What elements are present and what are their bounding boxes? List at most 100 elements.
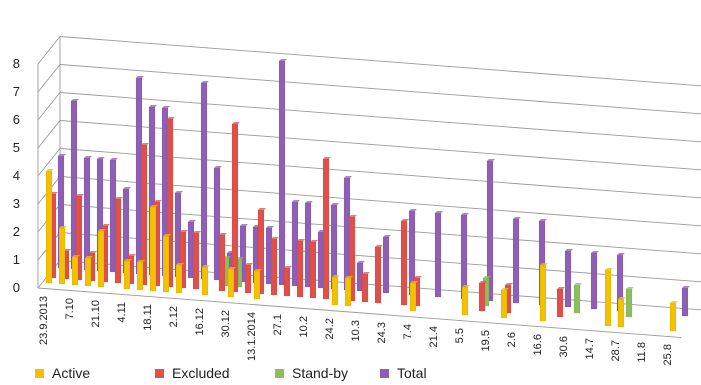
legend-label: Total xyxy=(397,365,427,381)
bars-layer xyxy=(45,59,690,332)
bar-excluded xyxy=(322,158,330,300)
bar-excluded xyxy=(114,198,122,284)
bar-cap xyxy=(76,194,84,197)
bar-excluded xyxy=(270,238,278,296)
legend-entry: Active xyxy=(35,365,90,381)
bar-total xyxy=(681,287,689,317)
x-tick-label: 4.11 xyxy=(116,302,128,323)
x-tick-label: 10.2 xyxy=(298,316,310,337)
x-tick-label: 30.6 xyxy=(558,336,570,357)
x-tick-label: 16.6 xyxy=(532,334,544,355)
legend-entry: Total xyxy=(380,365,427,381)
bar-active xyxy=(604,269,612,327)
y-tick-label: 0 xyxy=(13,280,20,295)
x-tick-label: 28.7 xyxy=(610,340,622,361)
bar-active xyxy=(409,282,417,312)
bar-cap xyxy=(487,159,495,162)
bar-active xyxy=(201,266,209,296)
bar-cap xyxy=(539,219,547,222)
bar-cap xyxy=(670,301,678,304)
bar-active xyxy=(461,286,469,316)
bar-cap xyxy=(271,237,279,240)
gridline xyxy=(59,148,701,199)
x-tick-label: 18.11 xyxy=(142,304,154,331)
bar-cap xyxy=(279,59,287,62)
bar-total xyxy=(200,82,208,280)
x-tick-label: 24.3 xyxy=(376,322,388,343)
bar-active xyxy=(97,230,105,288)
bar-total xyxy=(590,252,598,310)
bar-total xyxy=(278,60,286,286)
bar-total xyxy=(382,236,390,294)
x-tick-label: 21.4 xyxy=(428,326,440,347)
bar-cap xyxy=(297,239,305,242)
bar-cap xyxy=(383,235,391,238)
bar-cap xyxy=(344,176,352,179)
bar-cap xyxy=(435,211,443,214)
bar-cap xyxy=(72,255,80,258)
bar-cap xyxy=(626,287,634,290)
y-tick-label: 1 xyxy=(13,252,20,267)
bar-active xyxy=(253,270,261,300)
bar-total xyxy=(564,250,572,308)
bar-cap xyxy=(180,230,188,233)
bar-cap xyxy=(618,297,626,300)
bar-excluded xyxy=(556,288,564,318)
bar-cap xyxy=(479,281,487,284)
bar-stand-by xyxy=(573,284,581,314)
x-tick-label: 25.8 xyxy=(662,344,674,365)
bar-active xyxy=(84,257,92,287)
bar-cap xyxy=(557,287,565,290)
y-tick-label: 6 xyxy=(13,112,20,127)
bar-cap xyxy=(102,224,110,227)
side-gridline xyxy=(37,148,61,177)
bar-cap xyxy=(401,219,409,222)
bar-excluded xyxy=(244,264,252,294)
y-axis: 0 1 2 3 4 5 6 7 8 xyxy=(13,56,20,295)
bar-cap xyxy=(137,260,145,263)
x-tick-label: 7.4 xyxy=(402,324,414,339)
bar-cap xyxy=(141,143,149,146)
bar-cap xyxy=(97,157,105,160)
bar-cap xyxy=(305,201,313,204)
legend-entry: Excluded xyxy=(155,365,230,381)
legend: Active Excluded Stand-by Total xyxy=(35,365,427,381)
x-tick-label: 21.10 xyxy=(90,300,102,328)
bar-cap xyxy=(254,269,262,272)
legend-swatch xyxy=(275,369,284,378)
bar-cap xyxy=(345,276,353,279)
x-tick-label: 30.12 xyxy=(220,310,232,338)
bar-active xyxy=(331,276,339,306)
bar-cap xyxy=(214,166,222,169)
bar-cap xyxy=(410,281,418,284)
bar-cap xyxy=(149,105,157,108)
legend-label: Excluded xyxy=(172,365,230,381)
bar-excluded xyxy=(309,241,317,299)
y-tick-label: 7 xyxy=(13,84,20,99)
bar-total xyxy=(434,212,442,298)
bar-cap xyxy=(128,254,136,257)
bar-cap xyxy=(331,203,339,206)
bar-cap xyxy=(483,276,491,279)
bar-total xyxy=(512,218,520,304)
bar-cap xyxy=(154,200,162,203)
x-tick-label: 27.1 xyxy=(272,314,284,335)
gridline xyxy=(59,92,701,143)
y-tick-label: 4 xyxy=(13,168,20,183)
bar-cap xyxy=(228,267,236,270)
bar-cap xyxy=(682,286,690,289)
y-tick-label: 5 xyxy=(13,140,20,155)
x-tick-label: 14.7 xyxy=(584,338,596,359)
bar-cap xyxy=(232,122,240,125)
bar-cap xyxy=(375,245,383,248)
x-tick-label: 16.12 xyxy=(194,308,206,336)
legend-entry: Stand-by xyxy=(275,365,348,381)
x-tick-label: 10.3 xyxy=(350,320,362,341)
bar-cap xyxy=(362,272,370,275)
side-gridline xyxy=(37,92,61,121)
gridline xyxy=(59,36,701,87)
x-tick-label: 24.2 xyxy=(324,318,336,339)
x-axis: 23.9.2013 7.10 21.10 4.11 18.11 2.12 16.12 30.1… xyxy=(38,296,674,365)
legend-swatch xyxy=(380,369,389,378)
